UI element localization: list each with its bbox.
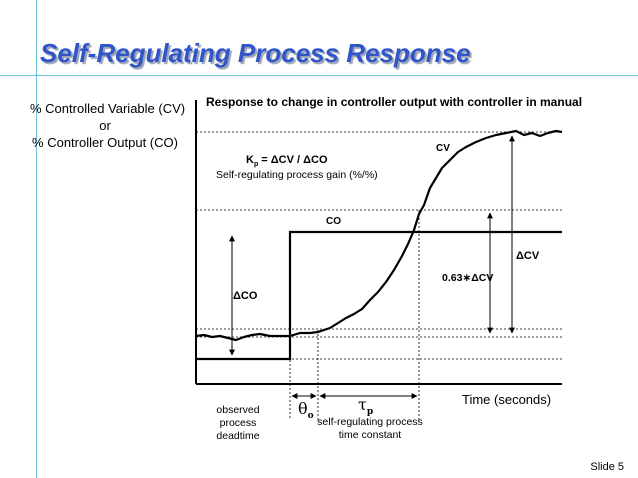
x-axis-label: Time (seconds) xyxy=(462,392,551,407)
co-label: CO xyxy=(326,216,341,227)
y-axis-label-line-1: % Controlled Variable (CV) xyxy=(30,101,186,116)
cv-label: CV xyxy=(436,143,450,154)
y-axis-label-line-2: or xyxy=(99,118,111,133)
gain-formula: Kp = ΔCV / ΔCO xyxy=(246,154,328,168)
tau-subscript: p xyxy=(367,407,373,417)
tau-symbol: τp xyxy=(358,395,373,417)
tau-glyph: τ xyxy=(358,395,367,414)
partial-cv-label: 0.63∗ΔCV xyxy=(442,272,493,284)
delta-cv-label: ΔCV xyxy=(516,250,540,262)
cv-response-curve xyxy=(195,129,563,342)
diagram-subtitle: Response to change in controller output … xyxy=(206,95,582,109)
slide-title: Self-Regulating Process Response xyxy=(40,38,471,68)
tau-caption-line-1: self-regulating process xyxy=(317,416,423,428)
tau-caption: self-regulating process time constant xyxy=(317,416,423,441)
delta-co-label: ΔCO xyxy=(233,290,258,302)
header-rule xyxy=(0,75,638,76)
slide-number: Slide 5 xyxy=(590,461,624,473)
y-axis-label: % Controlled Variable (CV) or % Controll… xyxy=(30,100,186,151)
left-rule xyxy=(36,0,37,478)
deadtime-caption-line-1: observed xyxy=(216,404,259,416)
gain-caption: Self-regulating process gain (%/%) xyxy=(216,169,378,181)
gain-formula-k-subscript: p xyxy=(254,161,258,168)
theta-symbol: θo xyxy=(298,399,314,421)
deadtime-caption-line-3: deadtime xyxy=(216,430,259,442)
deadtime-caption-line-2: process xyxy=(220,417,257,429)
gain-formula-expression: = ΔCV / ΔCO xyxy=(258,154,328,166)
deadtime-caption: observed process deadtime xyxy=(216,404,259,442)
theta-glyph: θ xyxy=(298,399,308,418)
co-step-line xyxy=(196,230,562,361)
tau-caption-line-2: time constant xyxy=(339,429,402,441)
gain-formula-k: K xyxy=(246,154,254,166)
theta-subscript: o xyxy=(308,411,314,421)
y-axis-label-line-3: % Controller Output (CO) xyxy=(32,135,178,150)
